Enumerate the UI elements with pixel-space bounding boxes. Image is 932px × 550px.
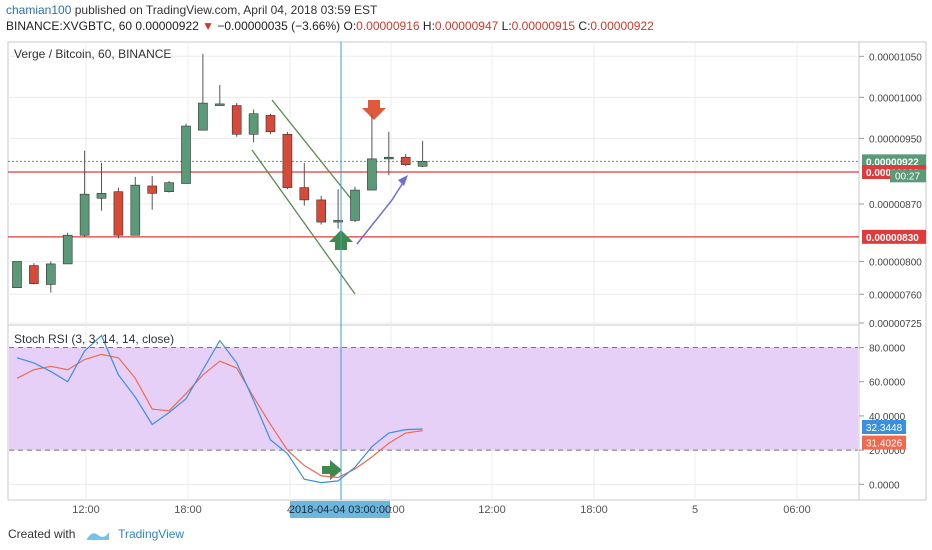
stoch-tick-label: 60.0000 [869, 378, 906, 389]
ohlc-open-label: O: [343, 19, 357, 33]
trend-channel-upper [271, 99, 357, 206]
stoch-tick-label: 0.0000 [869, 480, 900, 491]
price-change: −0.00000035 (−3.66%) [217, 19, 341, 33]
candle-body [130, 184, 141, 236]
projection-arrow-icon [398, 175, 408, 186]
stoch-tick-label: 80.0000 [869, 344, 906, 355]
candle-body [12, 261, 22, 289]
down-arrow-icon: ▼ [202, 19, 215, 33]
chart-title: Verge / Bitcoin, 60, BINANCE [14, 47, 171, 61]
y-tick-label: 0.00001050 [869, 52, 922, 63]
price-label-box [862, 154, 926, 169]
stoch-d-value-box [862, 435, 906, 450]
x-tick-label: 12:00 [478, 504, 506, 516]
candle-body [198, 102, 208, 131]
candle-body [282, 133, 293, 188]
candle-body [417, 161, 428, 167]
tradingview-logo-icon [86, 531, 109, 540]
candle-body [79, 193, 90, 236]
ohlc-low-value: 0.00000915 [511, 19, 576, 33]
ohlc-high-label: H: [422, 19, 435, 33]
stoch-buy-arrow-icon [322, 460, 342, 480]
x-tick-label: 12:00 [72, 504, 100, 516]
candle-body [350, 189, 360, 221]
y-tick-label: 0.00000725 [869, 319, 922, 330]
candle-body [96, 193, 107, 199]
publish-info: chamian100 published on TradingView.com,… [6, 3, 377, 17]
candle-body [299, 187, 310, 201]
y-tick-label: 0.00000870 [869, 200, 922, 211]
stoch-tick-label: 20.0000 [869, 446, 906, 457]
stoch-d-line [16, 353, 423, 479]
axis-labels: 12:0018:00406:0012:0018:00506:000.000010… [72, 52, 926, 516]
sell-arrow-icon [362, 100, 386, 120]
crosshair-time-label: 2018-04-04 03:00:00 [289, 504, 391, 516]
candle-body [333, 220, 343, 223]
stoch-band-fill [9, 347, 858, 451]
candle-body [45, 263, 56, 285]
ohlc-high-value: 0.00000947 [434, 19, 499, 33]
y-tick-label: 0.00001000 [869, 93, 922, 104]
ohlc-close-label: C: [578, 19, 591, 33]
support-lines [8, 160, 859, 238]
candle-body [367, 158, 377, 191]
ohlc-open-value: 0.00000916 [356, 19, 420, 33]
price-label-text: 0.00000922 [866, 157, 919, 168]
timer-label-box [890, 169, 926, 183]
candle-body [62, 234, 73, 265]
stoch-k-line [16, 334, 423, 484]
crosshair-time-box [290, 501, 390, 518]
candle-body [147, 185, 157, 194]
x-tick-label: 18:00 [174, 504, 202, 516]
footer: Created with TradingView [8, 527, 184, 541]
created-with-text: Created with [8, 527, 76, 541]
x-tick-label: 06:00 [783, 504, 811, 516]
stoch-tick-label: 40.0000 [869, 412, 906, 423]
stoch-band [9, 347, 858, 451]
stoch-rsi-lines [16, 334, 423, 484]
candle-body [248, 113, 259, 135]
candle-body [215, 103, 225, 106]
stoch-k-value-text: 32.3448 [866, 423, 903, 434]
candle-body [316, 199, 327, 223]
candle-body [164, 182, 174, 193]
x-tick-label: 18:00 [580, 504, 608, 516]
symbol-label: BINANCE:XVGBTC, 60 [6, 19, 133, 33]
candle-body [383, 156, 394, 160]
candle-body [400, 156, 411, 165]
trend-channel-lower [251, 149, 356, 295]
last-price: 0.00000922 [135, 19, 199, 33]
stoch-k-value-box [862, 420, 906, 435]
author-link[interactable]: chamian100 [6, 3, 72, 17]
candle-body [29, 265, 39, 284]
tradingview-link[interactable]: TradingView [118, 527, 185, 541]
ohlc-low-label: L: [501, 19, 512, 33]
published-text: published on TradingView.com, April 04, … [74, 3, 378, 17]
timer-label-text: 00:27 [895, 171, 920, 182]
candle-body [265, 115, 276, 133]
price-axis[interactable] [858, 41, 927, 501]
stoch-rsi-title: Stoch RSI (3, 3, 14, 14, close) [14, 332, 174, 346]
price-label-box [862, 229, 926, 244]
ohlc-close-value: 0.00000922 [590, 19, 654, 33]
candle-body [231, 105, 242, 135]
y-tick-label: 0.00000800 [869, 257, 922, 268]
symbol-info: BINANCE:XVGBTC, 60 0.00000922 ▼ −0.00000… [6, 19, 654, 33]
candle-body [181, 125, 191, 184]
projection-line-1 [356, 199, 393, 245]
x-tick-label: 5 [692, 504, 698, 516]
candle-body [113, 191, 124, 236]
candles [12, 53, 428, 293]
y-tick-label: 0.00000950 [869, 134, 922, 145]
price-label-text: 0.00000830 [866, 233, 919, 244]
y-tick-label: 0.00000760 [869, 290, 922, 301]
stoch-d-value-text: 31.4026 [866, 439, 903, 450]
